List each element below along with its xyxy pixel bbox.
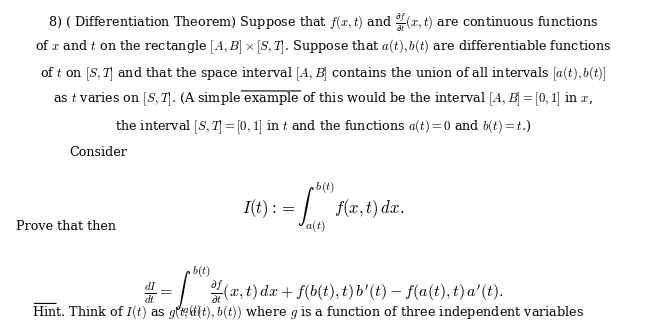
Text: 8) ( Differentiation Theorem) Suppose that $f(x,t)$ and $\frac{\partial f}{\part: 8) ( Differentiation Theorem) Suppose th… — [49, 11, 598, 34]
Text: of $x$ and $t$ on the rectangle $[A,B]\times[S,T]$. Suppose that $a(t),b(t)$ are: of $x$ and $t$ on the rectangle $[A,B]\t… — [36, 38, 611, 56]
Text: the interval $[S,T]=[0,1]$ in $t$ and the functions $a(t)=0$ and $b(t)=t$.): the interval $[S,T]=[0,1]$ in $t$ and th… — [115, 117, 532, 136]
Text: of $t$ on $[S,T]$ and that the space interval $[A,B]$ contains the union of all : of $t$ on $[S,T]$ and that the space int… — [40, 64, 607, 83]
Text: Prove that then: Prove that then — [16, 220, 116, 233]
Text: Hint. Think of $I(t)$ as $g(t,a(t),b(t))$ where $g$ is a function of three indep: Hint. Think of $I(t)$ as $g(t,a(t),b(t))… — [32, 303, 584, 321]
Text: $\frac{dI}{dt} = \int_{a(t)}^{b(t)} \frac{\partial f}{\partial t}(x,t)\,dx + f(b: $\frac{dI}{dt} = \int_{a(t)}^{b(t)} \fra… — [144, 264, 503, 318]
Text: $I(t) := \int_{a(t)}^{b(t)} f(x,t)\,dx.$: $I(t) := \int_{a(t)}^{b(t)} f(x,t)\,dx.$ — [243, 180, 404, 235]
Text: Consider: Consider — [69, 146, 127, 159]
Text: as $t$ varies on $[S,T]$. (A simple example of this would be the interval $[A,B]: as $t$ varies on $[S,T]$. (A simple exam… — [54, 91, 593, 109]
